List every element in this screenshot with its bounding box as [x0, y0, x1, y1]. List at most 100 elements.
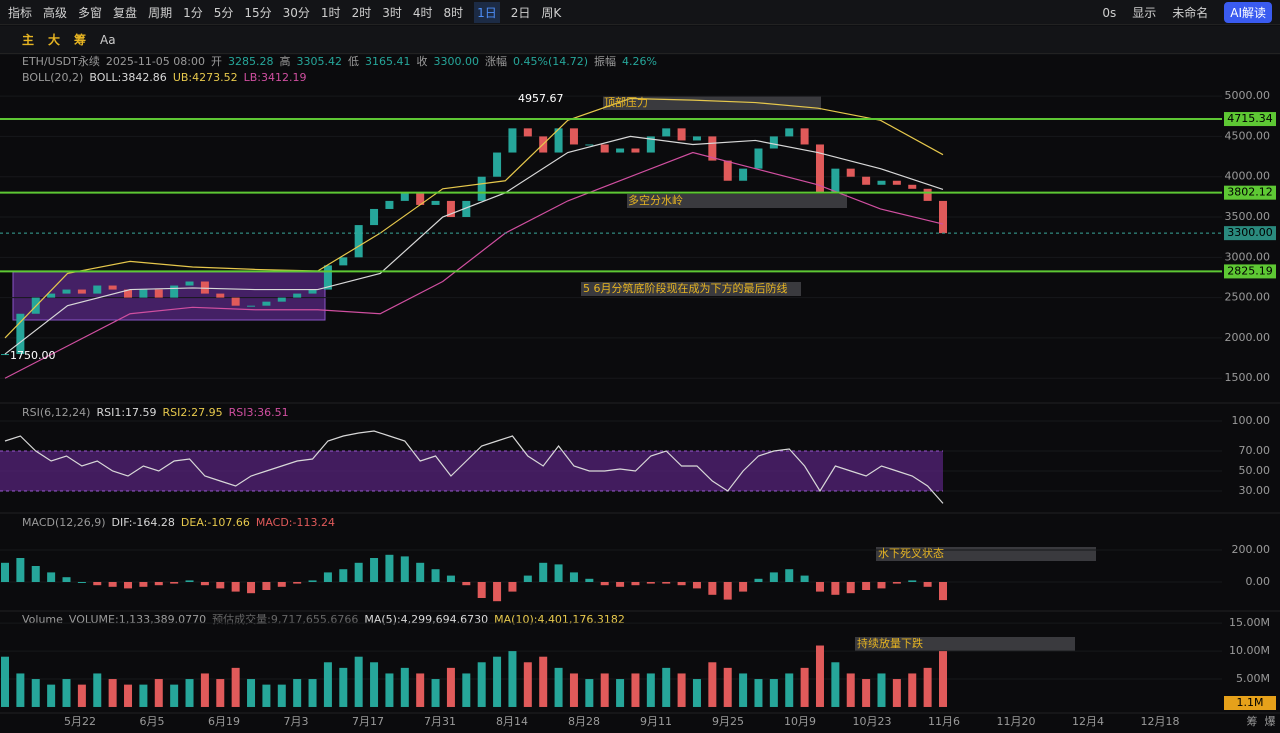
x-tick-label: 8月14 — [496, 715, 528, 728]
toolbar-button[interactable]: 1日 — [474, 1, 500, 23]
volume-bar — [247, 679, 256, 707]
toolbar-button[interactable]: 2时 — [351, 5, 372, 20]
volume-bar — [662, 667, 671, 707]
toolbar-button[interactable]: 周K — [541, 5, 562, 20]
toolbar-button[interactable]: 2日 — [510, 5, 531, 20]
price-tag — [1224, 185, 1276, 200]
volume-bar — [523, 662, 532, 707]
toolbar-button[interactable]: 5分 — [213, 5, 234, 20]
rsi-line — [4, 430, 944, 504]
note-box — [627, 194, 847, 208]
volume-bar — [723, 667, 732, 707]
annotation: 4957.67 — [518, 92, 564, 105]
legend-text: 2025-11-05 08:00 — [106, 55, 205, 68]
macd-bar — [247, 582, 256, 594]
volume-bar — [831, 662, 840, 707]
candle — [77, 289, 86, 294]
volume-bar — [370, 662, 379, 707]
x-tick-label: 12月18 — [1141, 715, 1180, 728]
toolbar-button[interactable]: 指标 — [8, 5, 33, 20]
macd-bar — [846, 582, 855, 594]
toolbar-button[interactable]: 多窗 — [78, 5, 103, 20]
note-box — [581, 282, 801, 296]
drawing-tool[interactable]: 主 — [22, 33, 35, 47]
macd-bar — [323, 572, 332, 582]
toolbar-button[interactable]: 3时 — [382, 5, 402, 20]
candle — [862, 176, 871, 185]
candle — [185, 281, 194, 286]
toolbar-button[interactable]: 周期 — [148, 5, 173, 20]
toolbar-button[interactable]: 4时 — [412, 5, 433, 20]
toolbar-button[interactable]: 高级 — [43, 5, 68, 20]
volume-bar — [308, 679, 317, 707]
macd-bar — [508, 582, 517, 592]
legend-text: 3305.42 — [297, 55, 343, 68]
macd-bar — [923, 582, 932, 587]
candle — [62, 289, 71, 294]
macd-bar — [539, 562, 548, 582]
macd-bar — [400, 556, 409, 582]
volume-bar — [262, 684, 271, 707]
volume-bar — [739, 673, 748, 707]
toolbar-button[interactable]: 1分 — [183, 5, 203, 20]
macd-bar — [16, 558, 25, 582]
toolbar-button[interactable]: 8时 — [443, 5, 464, 20]
macd-bar — [877, 582, 886, 589]
volume-bar — [124, 684, 133, 707]
y-tick-label: 0.00 — [1246, 575, 1271, 588]
toolbar-button[interactable]: 显示 — [1132, 6, 1157, 20]
legend-text: BOLL(20,2) — [22, 71, 83, 84]
volume-bar — [400, 667, 409, 707]
macd-bar — [77, 582, 86, 583]
macd-bar — [200, 582, 209, 586]
toolbar-button[interactable]: 未命名 — [1172, 6, 1209, 20]
volume-bar — [815, 645, 824, 707]
y-tick-label: 3000.00 — [1225, 250, 1271, 263]
legend-text: 收 — [417, 54, 428, 68]
toolbar-button[interactable]: 1时 — [320, 5, 341, 20]
toolbar-button[interactable]: 15分 — [244, 5, 272, 20]
drawing-tool[interactable]: Aa — [100, 32, 116, 47]
price-tag — [1224, 264, 1276, 279]
candle — [339, 257, 348, 266]
candle — [416, 192, 425, 205]
x-tick-label: 11月20 — [997, 715, 1036, 728]
toolbar-button[interactable]: 30分 — [282, 5, 310, 20]
macd-bar — [631, 582, 640, 586]
y-tick-label: 50.00 — [1239, 464, 1271, 477]
legend-text: MA(5):4,299,694.6730 — [364, 613, 488, 626]
y-tick-label: 100.00 — [1232, 414, 1271, 427]
price-tag — [1224, 226, 1276, 241]
legend-text: 3285.28 — [228, 55, 274, 68]
legend-text: VOLUME:1,133,389.0770 — [69, 613, 206, 626]
x-tick-label: 11月6 — [928, 715, 960, 728]
macd-bar — [339, 569, 348, 582]
candle — [216, 293, 225, 298]
volume-bar — [354, 656, 363, 707]
legend-text: ETH/USDT永续 — [22, 54, 100, 68]
volume-bar — [200, 673, 209, 707]
toolbar-button[interactable]: 0s — [1102, 5, 1117, 20]
y-tick-label: 200.00 — [1232, 543, 1271, 556]
macd-bar — [908, 580, 917, 582]
y-tick-label: 1500.00 — [1225, 371, 1271, 384]
candle — [277, 297, 286, 302]
volume-bar — [16, 673, 25, 707]
macd-bar — [154, 582, 163, 586]
legend-text: 预估成交量:9,717,655.6766 — [212, 612, 358, 626]
volume-bar — [708, 662, 717, 707]
macd-bar — [739, 582, 748, 592]
toolbar-button[interactable]: 复盘 — [113, 5, 138, 20]
toolbar-button[interactable]: AI解读 — [1224, 2, 1272, 23]
candle — [308, 289, 317, 294]
macd-bar — [216, 582, 225, 589]
legend-text: Volume — [22, 613, 63, 626]
candle — [139, 289, 148, 298]
rsi-band — [0, 451, 943, 491]
candle — [569, 128, 578, 145]
candle — [400, 192, 409, 201]
drawing-tool[interactable]: 筹 — [74, 33, 87, 47]
drawing-tool[interactable]: 大 — [48, 33, 61, 47]
